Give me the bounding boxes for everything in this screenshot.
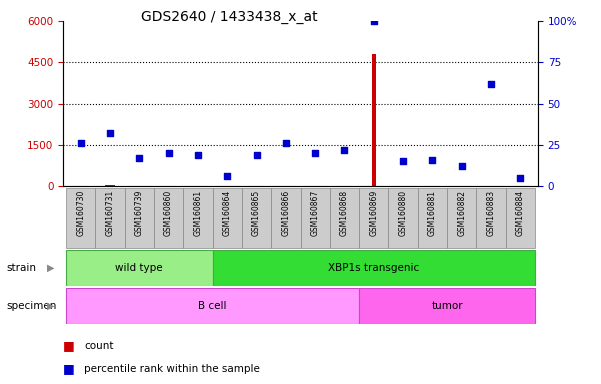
Point (222, 173, 232, 179)
Bar (515, 185, 525, 186)
Text: GSM160860: GSM160860 (164, 190, 173, 236)
Point (486, 81, 496, 87)
Text: GSM160739: GSM160739 (135, 190, 144, 236)
Bar (359, 188, 388, 248)
Bar (477, 188, 505, 248)
Bar (154, 188, 183, 248)
Text: GDS2640 / 1433438_x_at: GDS2640 / 1433438_x_at (141, 10, 317, 23)
Text: GSM160884: GSM160884 (516, 190, 525, 236)
Text: GSM160731: GSM160731 (106, 190, 115, 236)
Text: GSM160882: GSM160882 (457, 190, 466, 236)
Text: XBP1s transgenic: XBP1s transgenic (328, 263, 419, 273)
Bar (359, 288, 535, 324)
Bar (457, 185, 467, 186)
Text: percentile rank within the sample: percentile rank within the sample (84, 364, 260, 374)
Bar (76, 185, 86, 186)
Bar (183, 188, 213, 248)
Text: GSM160864: GSM160864 (223, 190, 232, 236)
Point (76, 140, 85, 146)
Text: GSM160867: GSM160867 (311, 190, 320, 236)
Text: ■: ■ (63, 339, 75, 352)
Text: wild type: wild type (115, 263, 163, 273)
Point (310, 150, 320, 156)
Point (252, 152, 261, 158)
Text: GSM160880: GSM160880 (398, 190, 407, 236)
Bar (372, 54, 376, 186)
Bar (447, 188, 477, 248)
Bar (300, 188, 330, 248)
Point (427, 157, 437, 163)
Bar (66, 188, 96, 248)
Bar (124, 188, 154, 248)
Point (369, 18, 379, 24)
Text: specimen: specimen (6, 301, 56, 311)
Bar (271, 188, 300, 248)
Text: GSM160868: GSM160868 (340, 190, 349, 236)
Bar (505, 188, 535, 248)
Text: tumor: tumor (432, 301, 463, 311)
Point (164, 150, 174, 156)
Text: ▶: ▶ (47, 263, 54, 273)
Text: GSM160865: GSM160865 (252, 190, 261, 236)
Text: B cell: B cell (198, 301, 227, 311)
Point (281, 140, 291, 146)
Point (340, 147, 349, 153)
Bar (388, 188, 418, 248)
Point (193, 152, 203, 158)
Point (457, 163, 466, 169)
Text: ■: ■ (63, 362, 75, 375)
Text: GSM160869: GSM160869 (369, 190, 378, 236)
Bar (242, 188, 271, 248)
Point (516, 175, 525, 181)
Text: GSM160883: GSM160883 (486, 190, 495, 236)
Bar (330, 188, 359, 248)
Text: count: count (84, 341, 114, 351)
Bar (418, 188, 447, 248)
Bar (213, 250, 535, 286)
Text: GSM160730: GSM160730 (76, 190, 85, 236)
Bar (96, 188, 124, 248)
Bar (222, 185, 233, 186)
Text: GSM160861: GSM160861 (194, 190, 203, 236)
Bar (105, 185, 115, 186)
Text: strain: strain (6, 263, 36, 273)
Text: GSM160881: GSM160881 (428, 190, 437, 236)
Point (398, 159, 408, 165)
Bar (213, 188, 242, 248)
Bar (66, 250, 213, 286)
Text: GSM160866: GSM160866 (281, 190, 290, 236)
Text: ▶: ▶ (47, 301, 54, 311)
Bar (66, 288, 359, 324)
Point (105, 130, 115, 136)
Point (135, 155, 144, 161)
